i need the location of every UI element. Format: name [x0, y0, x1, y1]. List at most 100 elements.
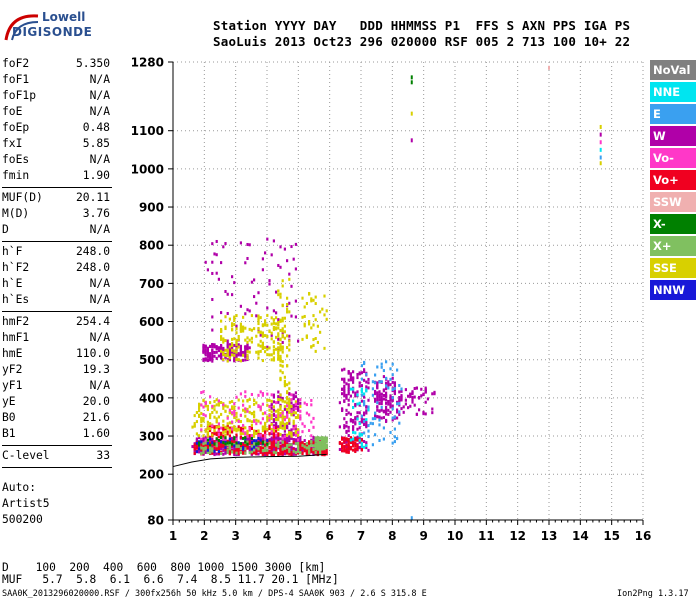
echo-point	[239, 325, 242, 329]
echo-point	[195, 441, 198, 445]
echo-point	[356, 402, 359, 406]
param-row: h`F 248.0	[2, 245, 110, 261]
echo-point	[193, 414, 196, 418]
echo-point	[371, 393, 374, 397]
echo-point	[389, 383, 392, 387]
param-value: N/A	[89, 73, 110, 86]
echo-point	[374, 414, 377, 418]
echo-point	[312, 425, 315, 429]
echo-point	[312, 442, 315, 446]
echo-point	[354, 394, 357, 398]
x-tick-label: 7	[357, 529, 365, 543]
echo-point	[345, 438, 348, 442]
echo-point	[286, 397, 289, 401]
x-tick-label: 14	[572, 529, 589, 543]
echo-point	[292, 419, 295, 423]
echo-point	[255, 446, 258, 450]
echo-point	[360, 445, 363, 449]
echo-point	[235, 327, 238, 331]
echo-point	[424, 388, 427, 392]
echo-point	[272, 424, 275, 428]
echo-point	[325, 445, 328, 449]
d-distance-row: D 100 200 400 600 800 1000 1500 3000 [km…	[2, 561, 326, 574]
param-value: N/A	[89, 105, 110, 118]
echo-point	[215, 239, 218, 243]
echo-point	[308, 451, 311, 455]
echo-point	[288, 435, 291, 439]
echo-point	[283, 316, 286, 320]
echo-point	[195, 420, 198, 424]
echo-point	[228, 351, 231, 355]
echo-point	[279, 437, 282, 441]
param-value: N/A	[89, 277, 110, 290]
echo-point	[217, 441, 220, 445]
echo-point	[264, 251, 267, 255]
echo-point	[268, 398, 271, 402]
echo-point	[310, 345, 313, 349]
echo-point	[261, 257, 264, 261]
echo-point	[277, 318, 280, 322]
echo-point	[195, 450, 198, 454]
echo-point	[224, 433, 227, 437]
echo-point	[341, 449, 344, 453]
echo-point	[261, 334, 264, 338]
echo-point	[277, 400, 280, 404]
echo-point	[261, 268, 264, 272]
echo-point	[363, 445, 366, 449]
echo-point	[308, 441, 311, 445]
echo-point	[341, 443, 344, 447]
echo-point	[286, 451, 289, 455]
echo-point	[255, 314, 258, 318]
echo-point	[231, 450, 234, 454]
echo-point	[345, 447, 348, 451]
echo-point	[281, 335, 284, 339]
echo-point	[352, 406, 355, 410]
echo-point	[248, 405, 251, 409]
echo-point	[239, 322, 242, 326]
echo-point	[281, 418, 284, 422]
echo-point	[292, 405, 295, 409]
echo-point	[292, 395, 295, 399]
echo-point	[202, 448, 205, 452]
echo-point	[363, 413, 366, 417]
echo-point	[209, 437, 212, 441]
echo-point	[228, 353, 231, 357]
echo-point	[244, 358, 247, 362]
echo-point	[211, 433, 214, 437]
x-tick-label: 9	[419, 529, 427, 543]
echo-point	[374, 397, 377, 401]
echo-point	[231, 345, 234, 349]
echo-point	[341, 446, 344, 450]
echo-point	[211, 345, 214, 349]
echo-point	[316, 446, 319, 450]
echo-point	[272, 453, 275, 457]
echo-point	[209, 425, 212, 429]
echo-point	[231, 442, 234, 446]
echo-point	[283, 438, 286, 442]
echo-point	[347, 385, 350, 389]
echo-point	[237, 358, 240, 362]
echo-point	[211, 443, 214, 447]
echo-point	[365, 446, 368, 450]
echo-point	[279, 426, 282, 430]
echo-point	[253, 451, 256, 455]
echo-point	[299, 414, 302, 418]
echo-point	[213, 404, 216, 408]
echo-point	[270, 403, 273, 407]
echo-point	[314, 295, 317, 299]
echo-point	[231, 337, 234, 341]
echo-point	[283, 418, 286, 422]
echo-point	[239, 451, 242, 455]
echo-point	[343, 386, 346, 390]
echo-point	[264, 427, 267, 431]
param-value: 1.60	[82, 427, 110, 440]
echo-point	[354, 438, 357, 442]
echo-point	[288, 401, 291, 405]
echo-point	[286, 438, 289, 442]
echo-point	[259, 407, 262, 411]
echo-point	[270, 358, 273, 362]
echo-point	[215, 347, 218, 351]
echo-point	[211, 271, 214, 275]
echo-point	[396, 416, 399, 420]
echo-point	[286, 296, 289, 300]
